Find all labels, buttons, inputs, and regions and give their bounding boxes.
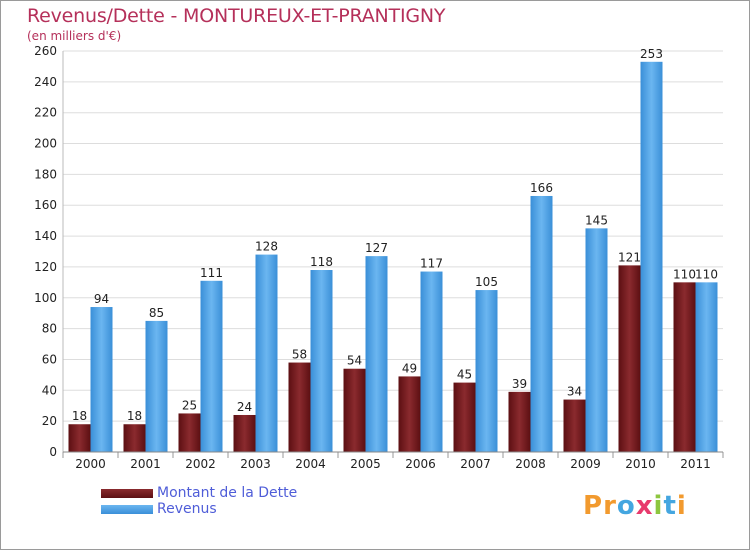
y-tick-label: 160 [34,198,57,212]
legend-swatch-revenue [101,505,153,514]
data-label-debt: 110 [673,267,696,281]
logo-letter: P [583,491,604,521]
y-tick-label: 40 [42,383,57,397]
logo-letter: i [676,491,687,521]
data-label-revenue: 117 [420,257,443,271]
x-tick-label: 2006 [405,457,436,471]
x-tick-label: 2008 [515,457,546,471]
data-label-debt: 58 [292,348,307,362]
data-label-revenue: 105 [475,275,498,289]
logo-letter: t [663,491,677,521]
bar-revenue [200,280,223,452]
logo-letter: r [603,491,617,521]
bar-debt [508,391,531,452]
x-tick-label: 2003 [240,457,271,471]
data-label-debt: 34 [567,385,582,399]
y-tick-label: 80 [42,322,57,336]
bar-debt [123,424,146,452]
legend-label-revenue: Revenus [157,501,217,517]
logo-letter: x [635,491,654,521]
y-tick-label: 180 [34,167,57,181]
data-label-revenue: 94 [94,292,109,306]
data-label-revenue: 253 [640,47,663,61]
data-label-revenue: 118 [310,255,333,269]
x-tick-label: 2005 [350,457,381,471]
x-tick-label: 2004 [295,457,326,471]
proxiti-logo: Proxiti [583,491,687,521]
bar-debt [563,399,586,452]
y-tick-label: 140 [34,229,57,243]
data-label-revenue: 127 [365,241,388,255]
x-tick-label: 2007 [460,457,491,471]
bar-revenue [530,195,553,452]
bar-revenue [145,320,168,452]
data-label-debt: 121 [618,250,641,264]
y-tick-label: 20 [42,414,57,428]
legend-label-debt: Montant de la Dette [157,485,298,501]
bar-revenue [365,256,388,452]
data-label-revenue: 145 [585,213,608,227]
y-tick-label: 100 [34,291,57,305]
y-tick-label: 260 [34,44,57,58]
data-label-revenue: 128 [255,240,278,254]
bar-debt [398,376,421,452]
bar-debt [68,424,91,452]
x-tick-label: 2011 [680,457,711,471]
bar-debt [343,368,366,452]
logo-letter: o [616,491,636,521]
data-label-revenue: 111 [200,266,223,280]
bar-debt [233,414,256,452]
data-label-debt: 25 [182,398,197,412]
y-tick-label: 60 [42,352,57,366]
data-label-debt: 24 [237,400,252,414]
data-label-revenue: 85 [149,306,164,320]
bar-revenue [255,254,278,452]
chart-title: Revenus/Dette - MONTUREUX-ET-PRANTIGNY [27,5,446,27]
bar-debt [453,382,476,452]
bar-revenue [310,270,333,452]
y-tick-label: 120 [34,260,57,274]
bar-revenue [585,228,608,452]
bar-debt [618,265,641,452]
data-label-revenue: 110 [695,267,718,281]
bar-revenue [90,307,113,452]
x-tick-label: 2009 [570,457,601,471]
logo-letter: i [653,491,664,521]
x-tick-label: 2000 [75,457,106,471]
bar-revenue [695,282,718,452]
bar-debt [673,282,696,452]
y-tick-label: 0 [49,445,57,459]
data-label-debt: 39 [512,377,527,391]
data-label-debt: 45 [457,368,472,382]
y-tick-label: 220 [34,106,57,120]
x-tick-label: 2010 [625,457,656,471]
x-tick-label: 2001 [130,457,161,471]
bar-revenue [640,61,663,453]
y-tick-label: 240 [34,75,57,89]
data-label-debt: 18 [72,409,87,423]
data-label-debt: 54 [347,354,362,368]
y-tick-label: 200 [34,137,57,151]
bar-debt [288,362,311,452]
bar-revenue [420,271,443,452]
legend-swatch-debt [101,489,153,498]
chart-subtitle: (en milliers d'€) [27,29,122,43]
x-tick-label: 2002 [185,457,216,471]
bar-debt [178,413,201,452]
bar-revenue [475,290,498,452]
data-label-debt: 49 [402,361,417,375]
data-label-debt: 18 [127,409,142,423]
data-label-revenue: 166 [530,181,553,195]
